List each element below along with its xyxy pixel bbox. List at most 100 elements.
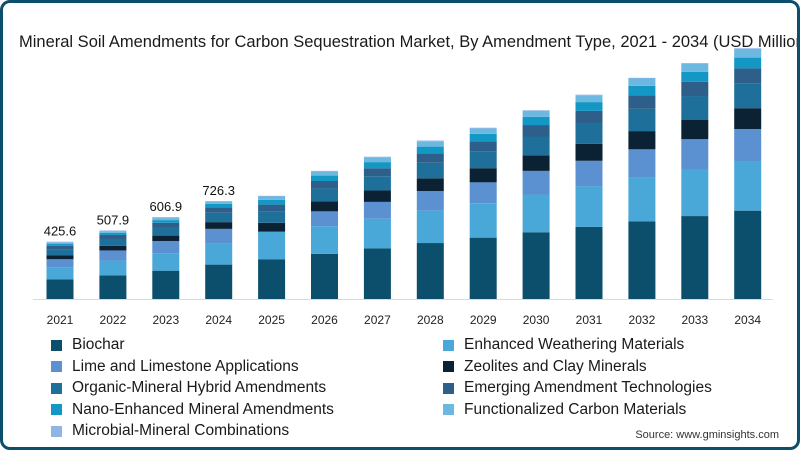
bar-segment: [416, 243, 444, 299]
bar-segment: [311, 201, 338, 212]
bar-segment: [99, 232, 127, 235]
bar-segment: [416, 162, 444, 179]
bar-segment: [575, 95, 603, 103]
legend-label: Nano-Enhanced Mineral Amendments: [72, 400, 334, 418]
bar-segment: [99, 238, 127, 246]
bar-stack-2032: [628, 77, 656, 299]
bar-segment: [258, 195, 286, 197]
bar-segment: [575, 143, 603, 161]
bar-segment: [522, 155, 550, 171]
bar-segment: [522, 136, 550, 156]
bar-segment: [681, 119, 709, 140]
legend-item: Lime and Limestone Applications: [51, 358, 299, 376]
bar-segment: [46, 241, 74, 243]
legend-label: Microbial-Mineral Combinations: [72, 422, 290, 439]
legend-item: Zeolites and Clay Minerals: [443, 358, 647, 376]
bar-segment: [416, 153, 444, 163]
legend-item: Nano-Enhanced Mineral Amendments: [51, 401, 334, 419]
bar-segment: [416, 191, 444, 211]
bar-segment: [469, 203, 497, 238]
bar-segment: [734, 68, 762, 84]
bar-segment: [416, 210, 444, 244]
bar-segment: [575, 160, 603, 187]
bar-segment: [152, 235, 180, 242]
legend-swatch: [51, 361, 62, 372]
total-data-label: 507.9: [97, 212, 130, 227]
bar-segment: [311, 226, 338, 254]
bar-stack-2034: [734, 48, 762, 299]
bar-segment: [575, 102, 603, 111]
bar-segment: [575, 110, 603, 124]
bar-segment: [734, 129, 762, 162]
legend-label: Zeolites and Clay Minerals: [464, 357, 647, 375]
bar-segment: [628, 149, 656, 178]
bar-segment: [99, 230, 127, 232]
bar-segment: [469, 168, 497, 183]
legend-item: Biochar: [51, 336, 125, 354]
bar-segment: [46, 243, 74, 246]
bar-segment: [681, 96, 709, 120]
legend-item: Microbial-Mineral Combinations: [51, 422, 289, 440]
bar-stack-2029: [469, 127, 497, 299]
total-data-label: 425.6: [44, 224, 77, 239]
legend-label: Functionalized Carbon Materials: [464, 400, 687, 418]
bar-segment: [99, 245, 127, 251]
x-tick-label: 2033: [681, 313, 708, 327]
bar-segment: [628, 131, 656, 150]
bar-segment: [575, 186, 603, 227]
bar-stack-2021: [46, 241, 74, 299]
bar-segment: [205, 207, 233, 213]
bar-segment: [363, 156, 391, 158]
bar-segment: [205, 228, 233, 244]
x-tick-label: 2021: [47, 313, 74, 327]
x-tick-label: 2022: [100, 313, 127, 327]
bar-segment: [681, 169, 709, 217]
bar-segment: [258, 204, 286, 212]
bar-segment: [311, 170, 338, 172]
bar-segment: [522, 110, 550, 117]
bar-segment: [205, 201, 233, 203]
bar-stack-2027: [363, 156, 391, 299]
bar-segment: [363, 248, 391, 299]
bar-segment: [258, 196, 286, 200]
bar-segment: [311, 211, 338, 227]
bar-segment: [628, 85, 656, 96]
bar-segment: [258, 199, 286, 205]
bar-segment: [469, 182, 497, 204]
bar-segment: [258, 230, 286, 260]
bar-segment: [311, 181, 338, 189]
bar-segment: [522, 232, 550, 299]
bar-stack-2025: [258, 195, 286, 299]
bar-segment: [681, 71, 709, 82]
bar-segment: [363, 176, 391, 191]
bar-segment: [628, 108, 656, 132]
bar-segment: [46, 242, 74, 244]
bar-segment: [681, 81, 709, 97]
legend-swatch: [443, 382, 454, 394]
bar-segment: [575, 94, 603, 96]
bar-segment: [363, 218, 391, 249]
bar-segment: [46, 245, 74, 250]
bar-segment: [734, 210, 762, 299]
bar-segment: [205, 264, 233, 299]
bar-stack-2022: [99, 230, 127, 299]
x-tick-label: 2025: [258, 313, 285, 327]
bar-segment: [469, 237, 497, 299]
legend-item: Enhanced Weathering Materials: [443, 336, 684, 354]
bar-stack-2028: [416, 140, 444, 299]
bar-segment: [416, 141, 444, 147]
bar-stack-2026: [311, 170, 338, 299]
bar-segment: [628, 95, 656, 109]
bar-segment: [311, 175, 338, 181]
bar-segment: [575, 226, 603, 299]
x-tick-label: 2023: [152, 313, 179, 327]
bar-segment: [258, 211, 286, 223]
x-tick-label: 2024: [205, 313, 232, 327]
bar-segment: [416, 178, 444, 192]
legend-label: Lime and Limestone Applications: [72, 357, 299, 375]
bar-segment: [469, 128, 497, 134]
bar-segment: [46, 279, 74, 299]
bar-segment: [46, 255, 74, 260]
bar-segment: [152, 220, 180, 223]
